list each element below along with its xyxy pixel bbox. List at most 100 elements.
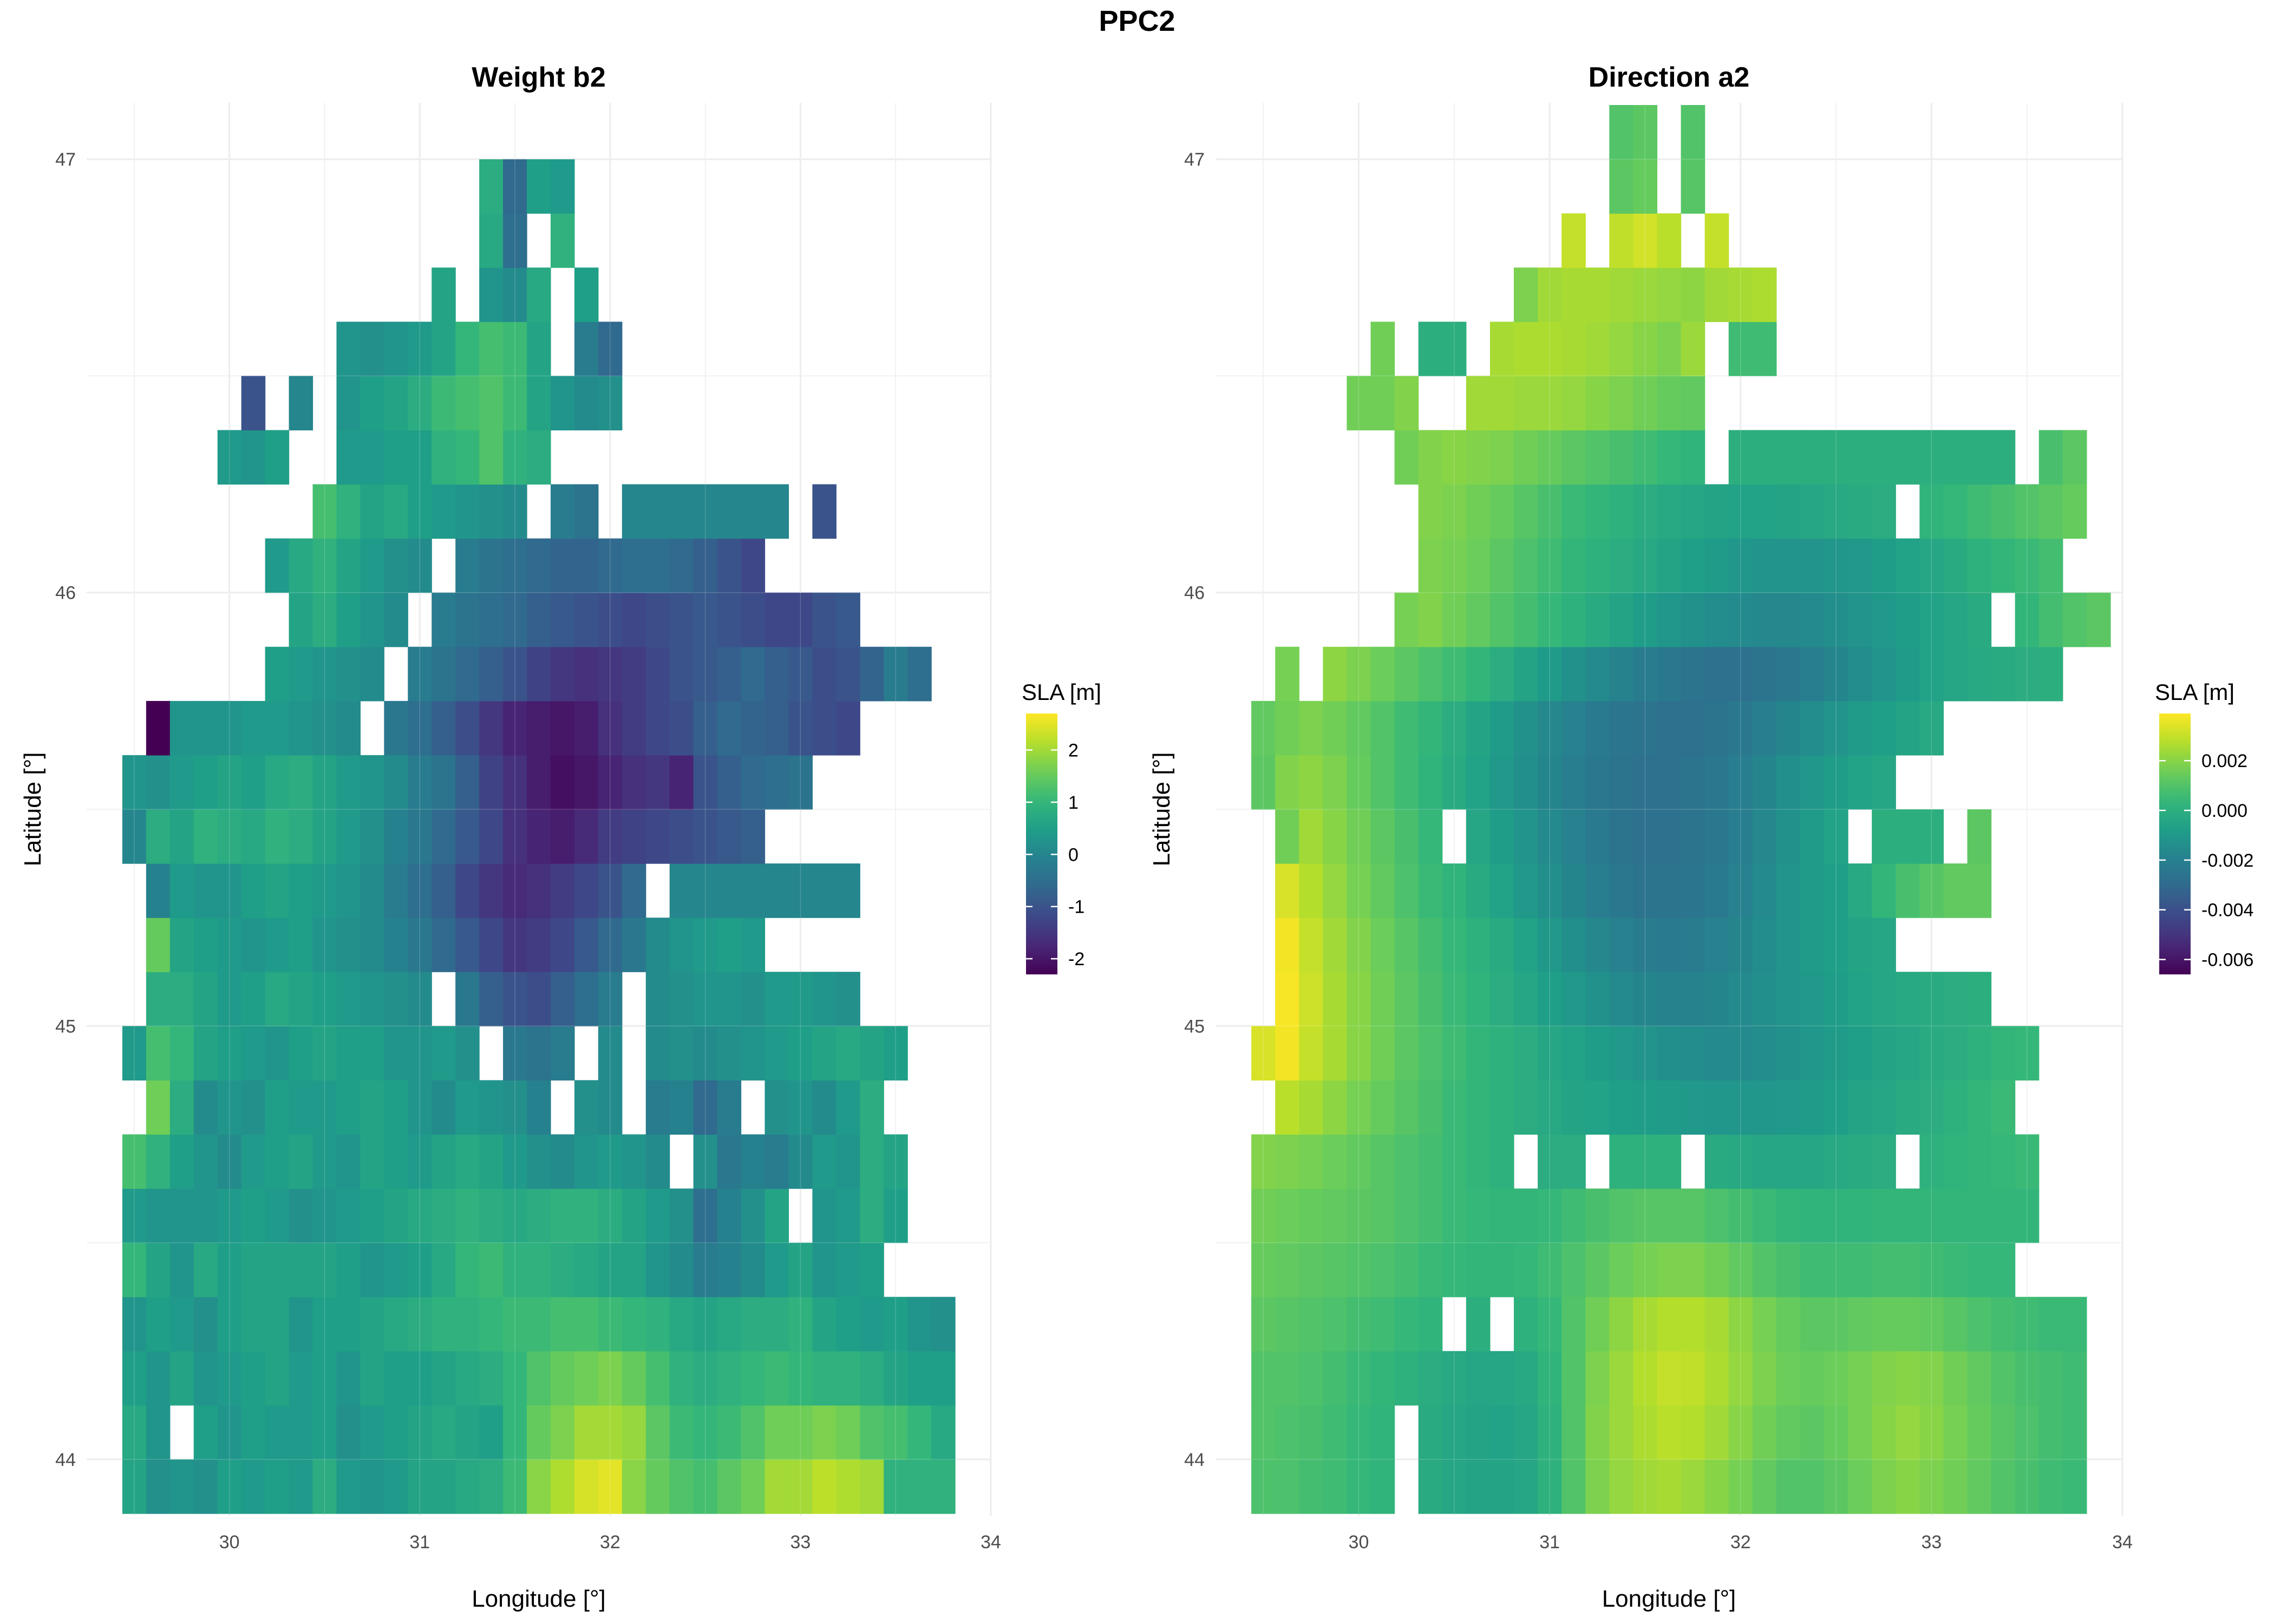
heatmap-cell (1681, 376, 1706, 431)
heatmap-cell (1418, 972, 1443, 1026)
heatmap-cell (622, 1134, 646, 1189)
heatmap-cell (503, 1296, 527, 1352)
heatmap-cell (1323, 1405, 1348, 1460)
heatmap-cell (645, 484, 670, 539)
heatmap-cell (1370, 1026, 1395, 1081)
heatmap-cell (884, 1351, 908, 1406)
heatmap-cell (1513, 376, 1538, 431)
x-tick-label: 34 (2112, 1532, 2133, 1553)
heatmap-cell (217, 1296, 242, 1352)
heatmap-cell (1824, 1026, 1848, 1081)
heatmap-cell (1633, 700, 1658, 756)
heatmap-cell (193, 972, 218, 1026)
heatmap-cell (1728, 646, 1753, 702)
heatmap-cell (312, 538, 337, 593)
heatmap-cell (669, 646, 694, 702)
heatmap-cell (669, 972, 694, 1026)
heatmap-cell (1752, 1188, 1777, 1243)
heatmap-cell (1585, 972, 1610, 1026)
heatmap-cell (1800, 538, 1825, 593)
heatmap-cell (1657, 213, 1682, 268)
heatmap-cell (1919, 430, 1944, 485)
heatmap-cell (1728, 1242, 1753, 1298)
heatmap-cell (788, 646, 813, 702)
heatmap-cell (312, 484, 337, 539)
heatmap-cell (1681, 484, 1706, 539)
heatmap-cell (1442, 700, 1467, 756)
heatmap-cell (146, 755, 171, 810)
heatmap-cell (1513, 267, 1538, 322)
heatmap-cell (1299, 1080, 1323, 1135)
heatmap-cell (1442, 1188, 1467, 1243)
heatmap-cell (384, 1405, 408, 1460)
heatmap-cell (1919, 538, 1944, 593)
heatmap-cell (1561, 484, 1586, 539)
heatmap-cell (1896, 538, 1920, 593)
heatmap-cell (741, 592, 766, 647)
heatmap-cell (1681, 1080, 1706, 1135)
heatmap-cell (1872, 1134, 1896, 1189)
heatmap-cell (193, 863, 218, 918)
heatmap-cell (622, 484, 646, 539)
heatmap-cell (550, 1296, 575, 1352)
heatmap-cell (1489, 592, 1514, 647)
heatmap-cell (598, 376, 623, 431)
heatmap-cell (717, 646, 742, 702)
heatmap-cell (1394, 376, 1419, 431)
heatmap-cell (1657, 592, 1682, 647)
heatmap-cell (1323, 1242, 1348, 1298)
heatmap-cell (1251, 700, 1276, 756)
x-axis-label: Longitude [°] (1602, 1586, 1736, 1612)
heatmap-cell (1824, 755, 1848, 810)
heatmap-cell (1919, 1188, 1944, 1243)
heatmap-cell (527, 592, 551, 647)
x-tick-label: 33 (1921, 1532, 1942, 1553)
heatmap-cell (1824, 700, 1848, 756)
heatmap-cell (1681, 1026, 1706, 1081)
heatmap-cell (693, 1026, 718, 1081)
heatmap-cell (289, 1242, 313, 1298)
heatmap-cell (217, 1242, 242, 1298)
heatmap-cell (336, 646, 361, 702)
heatmap-cell (1991, 1080, 2016, 1135)
heatmap-cell (360, 755, 384, 810)
heatmap-cell (289, 592, 313, 647)
heatmap-cell (193, 1459, 218, 1514)
heatmap-cell (1418, 484, 1443, 539)
heatmap-cell (1275, 755, 1299, 810)
heatmap-cell (1943, 1026, 1968, 1081)
heatmap-cell (122, 1459, 147, 1514)
heatmap-cell (1752, 322, 1777, 376)
heatmap-cell (289, 1026, 313, 1081)
heatmap-cell (360, 1405, 384, 1460)
heatmap-cell (1943, 1351, 1968, 1406)
heatmap-cell (1704, 484, 1729, 539)
heatmap-cell (503, 972, 527, 1026)
heatmap-cell (1943, 430, 1968, 485)
heatmap-cell (1728, 1134, 1753, 1189)
heatmap-cell (289, 1296, 313, 1352)
heatmap-cell (455, 918, 480, 972)
heatmap-cell (1323, 1188, 1348, 1243)
heatmap-cell (146, 1351, 171, 1406)
y-axis-label: Latitude [°] (1148, 752, 1175, 867)
heatmap-cell (408, 430, 432, 485)
heatmap-cell (1347, 1296, 1371, 1352)
heatmap-cell (1704, 592, 1729, 647)
heatmap-cell (1538, 646, 1562, 702)
heatmap-cell (860, 646, 884, 702)
heatmap-cell (1967, 592, 1992, 647)
heatmap-cell (645, 972, 670, 1026)
heatmap-cell (1704, 1134, 1729, 1189)
heatmap-cell (645, 1026, 670, 1081)
heatmap-cell (1633, 430, 1658, 485)
heatmap-cell (1991, 430, 2016, 485)
heatmap-cell (360, 1296, 384, 1352)
heatmap-cell (360, 376, 384, 431)
heatmap-cell (1991, 1296, 2016, 1352)
heatmap-cell (1633, 1026, 1658, 1081)
heatmap-cell (550, 1459, 575, 1514)
heatmap-cell (1275, 700, 1299, 756)
heatmap-cell (1728, 267, 1753, 322)
heatmap-cell (1657, 700, 1682, 756)
